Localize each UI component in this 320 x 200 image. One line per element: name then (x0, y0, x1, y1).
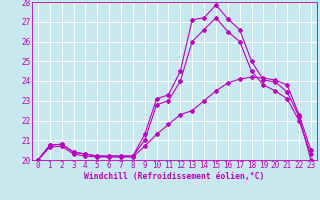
X-axis label: Windchill (Refroidissement éolien,°C): Windchill (Refroidissement éolien,°C) (84, 172, 265, 181)
